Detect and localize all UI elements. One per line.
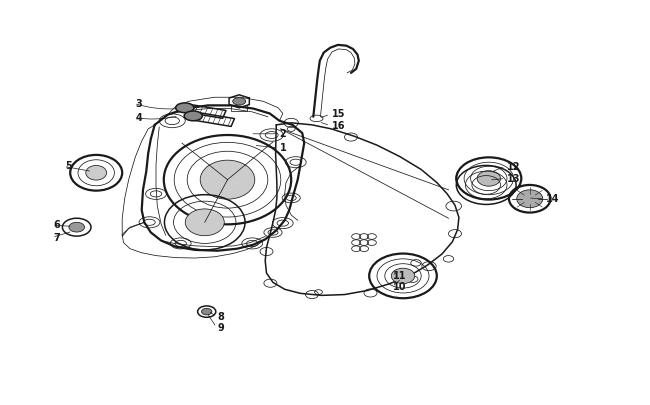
- Text: 7: 7: [53, 232, 60, 242]
- Ellipse shape: [477, 171, 500, 187]
- Ellipse shape: [517, 190, 543, 208]
- Ellipse shape: [202, 309, 212, 315]
- Text: 8: 8: [218, 311, 225, 321]
- Text: 13: 13: [507, 173, 521, 183]
- Ellipse shape: [200, 161, 255, 200]
- Text: 9: 9: [218, 322, 224, 332]
- Text: 2: 2: [280, 129, 286, 139]
- Text: 5: 5: [65, 161, 72, 171]
- Text: 4: 4: [135, 113, 142, 122]
- Text: 3: 3: [135, 98, 142, 108]
- Text: 15: 15: [332, 109, 345, 119]
- Ellipse shape: [176, 104, 194, 113]
- Text: 12: 12: [507, 162, 521, 172]
- Text: 10: 10: [393, 281, 407, 291]
- Text: 16: 16: [332, 121, 345, 130]
- Text: 1: 1: [280, 143, 286, 153]
- Ellipse shape: [391, 269, 415, 284]
- Text: 6: 6: [53, 220, 60, 230]
- Ellipse shape: [184, 112, 202, 122]
- Ellipse shape: [86, 166, 107, 181]
- Ellipse shape: [69, 223, 84, 232]
- Ellipse shape: [233, 98, 246, 106]
- Text: 14: 14: [546, 194, 560, 203]
- Text: 11: 11: [393, 271, 407, 280]
- Ellipse shape: [185, 209, 224, 236]
